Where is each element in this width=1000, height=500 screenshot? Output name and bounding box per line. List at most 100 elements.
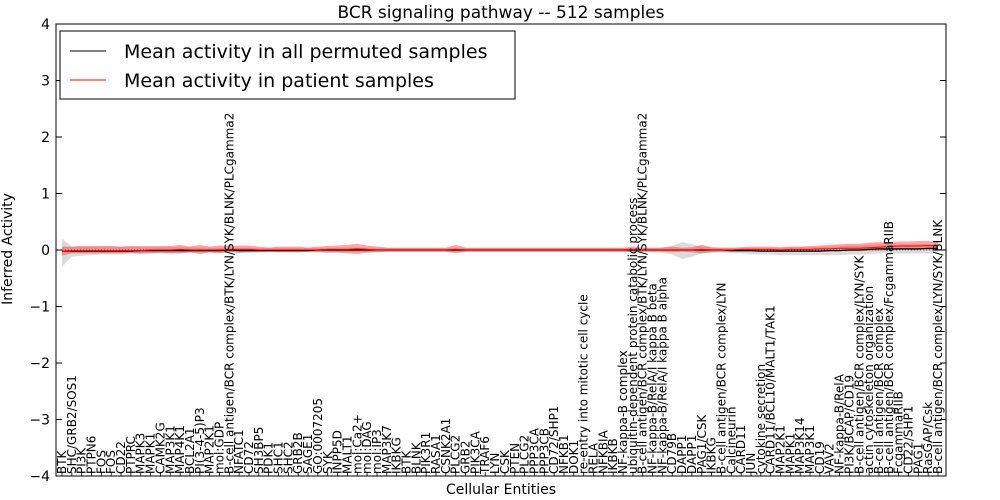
- x-tick-label: NFKB1: [557, 434, 571, 474]
- x-tick-label: DOK1: [567, 440, 581, 474]
- x-tick-label: GRB2: [459, 440, 473, 474]
- x-tick-label: FOS: [94, 450, 108, 474]
- x-tick-label: B-cell antigen/BCR complex/LYN: [715, 282, 729, 474]
- x-tick-label: CD79B: [665, 433, 679, 474]
- x-tick-label: MAP2K1: [203, 425, 217, 474]
- legend-label-patient: Mean activity in patient samples: [124, 70, 434, 92]
- x-tick-label: B-cell antigen/BCR complex: [872, 308, 886, 474]
- y-tick-label: 2: [41, 130, 50, 146]
- x-tick-label: SYK: [321, 450, 335, 474]
- x-tick-label: CARD11: [734, 425, 748, 474]
- x-tick-label: DAPP1: [685, 435, 699, 474]
- x-tick-label: CSK: [498, 449, 512, 474]
- series-line-patient: [61, 244, 939, 252]
- x-tick-label: MAP4K1: [173, 425, 187, 474]
- x-tick-label: FOS: [104, 450, 118, 474]
- y-tick-label: 4: [41, 17, 50, 33]
- x-tick-label: mol:GDP: [213, 422, 227, 474]
- x-tick-label: VAV2: [823, 443, 837, 474]
- x-tick-label: PIK3CA: [468, 430, 482, 474]
- x-tick-label: PDK1: [262, 442, 276, 474]
- y-tick-label: −3: [29, 413, 50, 429]
- x-tick-label: MAP3K14: [793, 417, 807, 474]
- x-tick-label: CD72/SHP1: [547, 406, 561, 474]
- x-tick-label: NF-kappa-B/RelA/I kappa B alpha: [655, 277, 669, 474]
- x-tick-label: PAG1/CSK: [695, 414, 709, 474]
- x-tick-label: TRAF6: [478, 436, 492, 475]
- x-tick-label: mol:IP3: [370, 429, 384, 474]
- x-tick-label: NF-kappa-B/RelA/I kappa B beta: [646, 283, 660, 474]
- x-tick-label: IKBKG: [705, 437, 719, 474]
- x-tick-label: PTPN6: [85, 436, 99, 474]
- x-tick-label: MAP2K1: [774, 425, 788, 474]
- x-tick-label: B-cell antigen/BCR complex/BTK/LYN/SYK/B…: [636, 113, 650, 474]
- x-tick-label: PPP3CA: [527, 427, 541, 474]
- x-tick-label: CSNK2A1: [439, 418, 453, 474]
- x-tick-label: CD22: [114, 441, 128, 474]
- chart-title: BCR signaling pathway -- 512 samples: [337, 3, 664, 23]
- x-tick-label: Calcineurin: [724, 407, 738, 474]
- legend-box: [59, 30, 516, 100]
- x-tick-label: MAP3K7: [380, 425, 394, 474]
- x-tick-label: JUN: [744, 453, 758, 475]
- x-tick-label: re-entry into mitotic cell cycle: [577, 294, 591, 474]
- x-tick-label: CD22/SHP1: [902, 406, 916, 474]
- x-tick-label: PTEN: [508, 443, 522, 474]
- x-tick-label: SHC2: [281, 441, 295, 474]
- x-tick-label: cytokine secretion: [754, 364, 768, 474]
- x-tick-label: B-cell antigen/BCR complex/FcgammaRIIB: [882, 221, 896, 474]
- x-tick-label: IKBKG: [390, 437, 404, 474]
- x-tick-label: SH3BP5: [252, 427, 266, 474]
- x-tick-label: RASA1: [429, 434, 443, 474]
- legend: Mean activity in all permuted samples Me…: [59, 30, 516, 100]
- y-tick-label: −1: [29, 300, 50, 316]
- x-tick-label: B-cell antigen/BCR complex/LYN/SYK/BLNK: [931, 219, 945, 474]
- x-tick-label: BLNK: [409, 441, 423, 474]
- x-tick-label: FcgammaRIIB: [892, 391, 906, 474]
- x-tick-label: CAMK2G: [153, 422, 167, 474]
- x-tick-label: NF-kappa-B/RelA: [833, 373, 847, 474]
- y-tick-label: 0: [41, 243, 50, 259]
- x-tick-label: PI3K/BCAP/CD19: [842, 375, 856, 474]
- x-tick-label: ubiquitin-dependent protein catabolic pr…: [626, 198, 640, 474]
- x-tick-label: SHC1: [272, 441, 286, 474]
- x-tick-label: actin cytoskeleton organization: [862, 286, 876, 474]
- plot-frame: [55, 23, 947, 477]
- x-axis-label: Cellular Entities: [446, 482, 556, 498]
- y-tick-label: −2: [29, 356, 50, 372]
- x-tick-label: B-cell antigen/BCR complex/BTK/LYN/SYK/B…: [222, 113, 236, 474]
- x-tick-label: PAG1: [911, 443, 925, 474]
- band-patient: [62, 241, 938, 256]
- x-tick-label: B-cell antigen/BCR complex/LYN/SYK: [852, 254, 866, 474]
- x-tick-label: MALT1: [340, 435, 354, 474]
- y-axis-label: Inferred Activity: [0, 193, 16, 305]
- x-tick-label: NF-kappa-B complex: [616, 350, 630, 474]
- x-tick-label: PI3K: [75, 447, 89, 474]
- x-tick-label: RELA: [587, 442, 601, 474]
- x-tick-label: PI(3-4-5)P3: [193, 407, 207, 474]
- x-tick-label: NFATC1: [232, 429, 246, 474]
- x-tick-label: GO:0007205: [311, 398, 325, 474]
- x-tick-label: BTK: [400, 449, 414, 474]
- x-tick-label: IKBKB: [606, 438, 620, 474]
- x-tick-label: PIK3R1: [419, 432, 433, 474]
- x-tick-label: RasGAP/Csk: [921, 402, 935, 474]
- x-tick-label: SAGE1: [301, 434, 315, 474]
- x-tick-label: MAP3K1: [163, 425, 177, 474]
- x-tick-label: PLCG2: [449, 435, 463, 474]
- x-tick-label: BTK: [55, 449, 69, 474]
- x-tick-label: PLCG2: [518, 435, 532, 474]
- x-tick-label: MAPK1: [783, 433, 797, 474]
- x-tick-label: NFKBIA: [596, 429, 610, 474]
- x-tick-label: PTPRC: [124, 436, 138, 474]
- x-tick-label: MAPK3: [134, 433, 148, 474]
- legend-label-permuted: Mean activity in all permuted samples: [124, 41, 487, 63]
- plot-area: −4−3−2−101234BTKSHC/GRB2/SOS1PI3KPTPN6FO…: [29, 17, 946, 485]
- x-tick-label: CD72: [242, 441, 256, 474]
- x-tick-label: mol:DAG: [360, 421, 374, 474]
- band-permuted: [62, 238, 938, 267]
- y-tick-label: 1: [41, 187, 50, 203]
- x-tick-label: CD19: [813, 441, 827, 474]
- x-tick-label: mol:Ca2+: [350, 414, 364, 474]
